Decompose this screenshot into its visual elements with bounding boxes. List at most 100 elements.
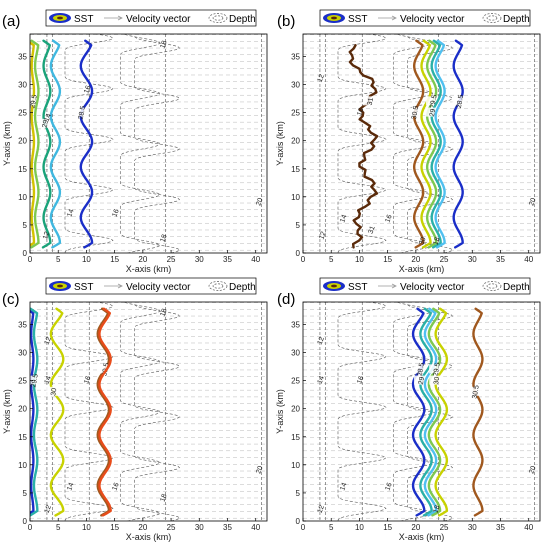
- x-tick-label: 0: [28, 523, 33, 532]
- y-tick-label: 25: [18, 109, 27, 118]
- depth-label: 16: [384, 214, 393, 224]
- x-tick-label: 0: [28, 255, 33, 264]
- legend: SST Velocity vector Depth: [319, 277, 531, 295]
- sst-contour: [348, 44, 379, 249]
- y-tick-label: 0: [23, 249, 28, 258]
- legend-entry-depth: Depth: [229, 14, 256, 25]
- sst-contour: [30, 41, 36, 247]
- legend-box: [45, 9, 257, 27]
- depth-contour-bump: [64, 34, 114, 253]
- y-axis-label: Y-axis (km): [2, 389, 12, 434]
- depth-contour-bump: [64, 302, 114, 521]
- y-tick-label: 5: [23, 489, 28, 498]
- sst-legend-icon-core: [57, 284, 63, 288]
- y-tick-label: 10: [291, 193, 300, 202]
- label-bg: [468, 386, 483, 396]
- sst-contour: [49, 307, 65, 517]
- axes-box: [302, 301, 541, 522]
- sst-contour: [420, 39, 432, 249]
- sst-contour: [30, 39, 40, 249]
- y-tick-label: 0: [296, 517, 301, 526]
- x-axis-label: X-axis (km): [126, 264, 172, 274]
- sst-contour-label: 30: [433, 376, 441, 385]
- axes-box: [302, 33, 541, 254]
- sst-contour: [425, 39, 438, 249]
- sst-contour-label: 29.5: [433, 362, 442, 377]
- x-tick-label: 25: [440, 523, 449, 532]
- depth-label: 12: [44, 504, 53, 514]
- sst-contour-label: 29.5: [30, 373, 39, 388]
- x-tick-label: 10: [355, 255, 364, 264]
- sst-contour-label: 28.5: [417, 362, 426, 377]
- x-tick-label: 30: [195, 255, 204, 264]
- legend-entry-depth: Depth: [503, 282, 530, 293]
- depth-label: 18: [432, 504, 441, 514]
- legend: SST Velocity vector Depth: [319, 9, 531, 27]
- depth-label: 12: [42, 231, 51, 241]
- legend-entry-sst: SST: [74, 282, 93, 293]
- y-tick-label: 15: [18, 433, 27, 442]
- velocity-legend-arrowhead: [117, 283, 123, 289]
- y-tick-label: 10: [291, 461, 300, 470]
- x-tick-label: 25: [167, 255, 176, 264]
- sst-contour-label: 29.5: [429, 94, 438, 109]
- x-axis-label: X-axis (km): [126, 532, 172, 542]
- legend-box: [45, 277, 257, 295]
- depth-label: 14: [339, 482, 348, 492]
- label-bg: [452, 96, 467, 106]
- x-tick-label: 20: [411, 523, 420, 532]
- depth-label: 16: [83, 375, 92, 385]
- sst-contour-label: 29: [42, 119, 50, 128]
- plot-area: 29.5 29 28.5 12 14 16 14 16 18 18 20: [30, 34, 267, 253]
- depth-label: 16: [83, 85, 92, 95]
- x-tick-label: 15: [110, 255, 119, 264]
- depth-label: 20: [528, 197, 537, 207]
- depth-label: 16: [356, 375, 365, 385]
- sst-contour: [30, 307, 39, 517]
- sst-contour-label: 28.5: [78, 105, 87, 120]
- label-bg: [413, 364, 428, 374]
- sst-contour: [423, 307, 438, 517]
- depth-label: 12: [317, 336, 326, 346]
- y-axis-label: Y-axis (km): [275, 389, 285, 434]
- legend-entry-depth: Depth: [229, 282, 256, 293]
- panel-label: (d): [277, 291, 295, 308]
- legend: SST Velocity vector Depth: [45, 277, 257, 295]
- panel-label: (b): [277, 13, 295, 30]
- sst-contour: [49, 39, 62, 249]
- sst-contour: [30, 309, 35, 515]
- label-bg: [407, 107, 422, 117]
- plot-area: 28.529 29.530 30.5 12 14 16 14 16 12 18 20: [303, 302, 540, 521]
- x-tick-label: 15: [383, 523, 392, 532]
- depth-label: 14: [66, 208, 75, 218]
- depth-contour-bump: [134, 34, 181, 253]
- sst-contour: [434, 307, 449, 517]
- y-tick-label: 20: [18, 405, 27, 414]
- x-axis-label: X-axis (km): [399, 532, 445, 542]
- y-axis-label: Y-axis (km): [2, 121, 12, 166]
- sst-contour-label: 30: [50, 387, 58, 396]
- depth-legend-icon: [208, 281, 228, 291]
- depth-label: 16: [111, 482, 120, 492]
- depth-contour-bump: [337, 302, 387, 521]
- depth-label: 12: [44, 336, 53, 346]
- depth-legend-icon: [482, 281, 502, 291]
- x-tick-label: 0: [301, 523, 306, 532]
- x-tick-label: 15: [110, 523, 119, 532]
- depth-label: 18: [159, 233, 168, 243]
- y-tick-label: 5: [296, 489, 301, 498]
- sst-legend-icon-core: [331, 284, 337, 288]
- label-bg: [429, 364, 444, 374]
- sst-contour: [79, 39, 94, 249]
- sst-legend-icon-core: [57, 16, 63, 20]
- y-tick-label: 15: [291, 433, 300, 442]
- velocity-legend-arrowhead: [391, 283, 397, 289]
- label-bg: [425, 107, 440, 117]
- label-bg: [46, 386, 61, 396]
- x-tick-label: 10: [82, 523, 91, 532]
- x-tick-label: 5: [329, 255, 334, 264]
- depth-contour-bump: [119, 302, 160, 521]
- legend-entry-velocity: Velocity vector: [126, 14, 191, 25]
